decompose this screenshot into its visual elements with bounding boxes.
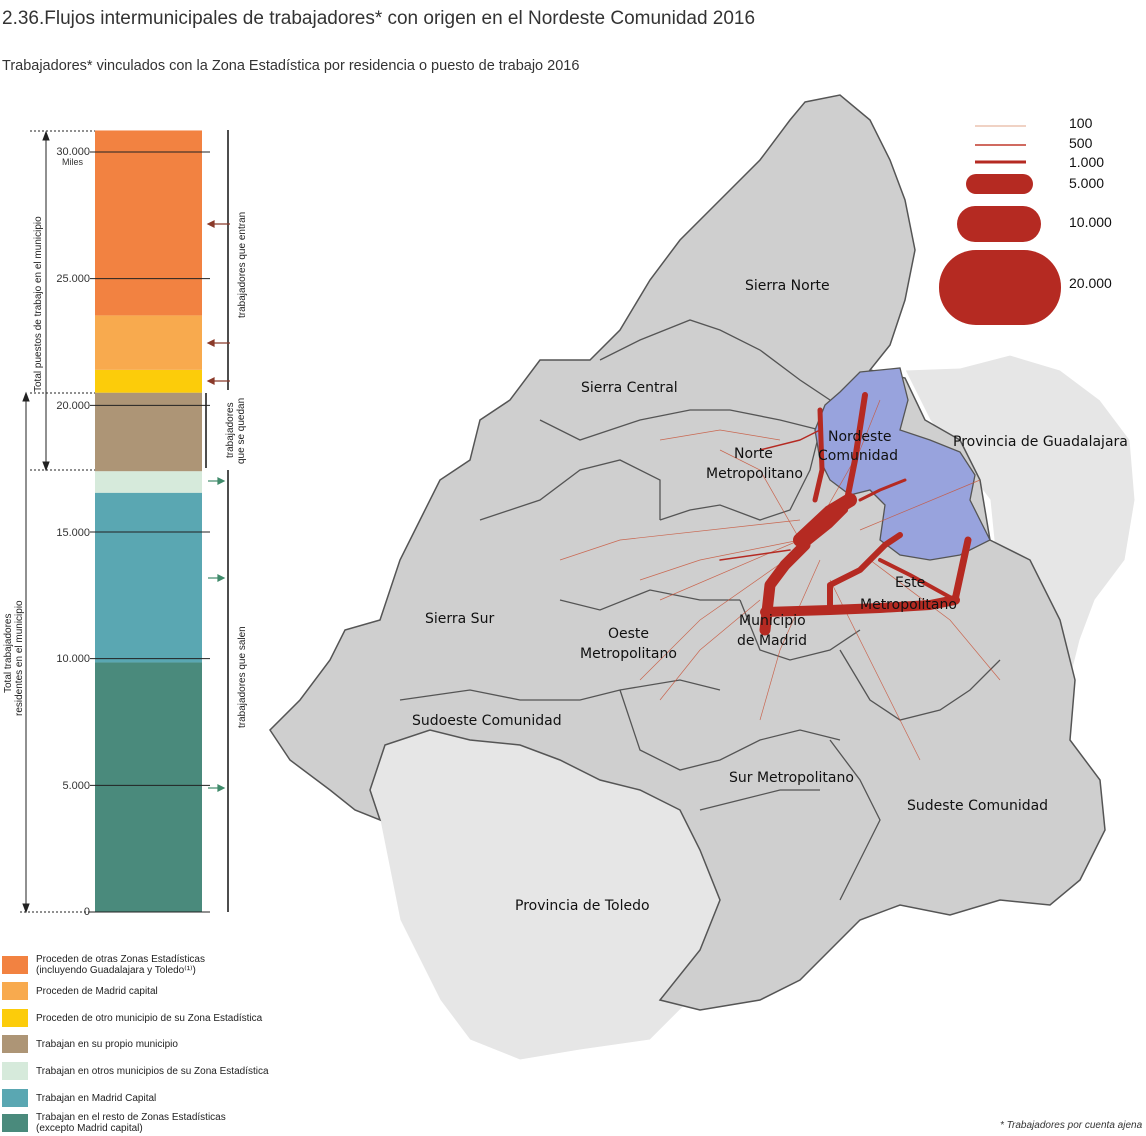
legend-item: Proceden de otras Zonas Estadísticas (inc…: [2, 954, 205, 976]
tick-label: 30.000: [56, 146, 90, 158]
region-label-guadalajara: Provincia de Guadalajara: [953, 434, 1128, 450]
legend-item: Proceden de otro municipio de su Zona Es…: [2, 1008, 262, 1028]
legend-item: Trabajan en el resto de Zonas Estadístic…: [2, 1112, 226, 1134]
legend-label: Trabajan en su propio municipio: [36, 1038, 178, 1050]
bar-segments: [95, 130, 202, 912]
region-label-sudoeste: Sudoeste Comunidad: [412, 713, 562, 729]
flow-legend-label: 100: [1069, 115, 1093, 131]
dimension-arrows: [20, 130, 229, 914]
region-label-sur: Sur Metropolitano: [729, 770, 854, 786]
community-area: [269, 94, 1106, 1011]
region-label-este-2: Metropolitano: [860, 597, 957, 613]
zone-boundaries: [399, 319, 1001, 901]
tick-label: 20.000: [56, 400, 90, 412]
region-label-este: Este: [895, 575, 925, 591]
region-label-toledo: Provincia de Toledo: [515, 898, 650, 914]
chart-title: 2.36.Flujos intermunicipales de trabajad…: [2, 8, 756, 29]
region-label-sudeste: Sudeste Comunidad: [907, 798, 1048, 814]
chart-subtitle: Trabajadores* vinculados con la Zona Est…: [2, 58, 580, 74]
footnote: * Trabajadores por cuenta ajena: [1000, 1120, 1143, 1131]
region-label-sierra-central: Sierra Central: [581, 380, 678, 396]
workers-out-label: trabajadores que salen: [237, 626, 248, 728]
legend-swatch: [2, 1009, 28, 1027]
region-label-madrid-2: de Madrid: [737, 633, 807, 649]
flow-legend-label: 1.000: [1069, 154, 1105, 170]
in-out-arrows: [206, 220, 230, 792]
legend-swatch: [2, 982, 28, 1000]
legend-swatch: [2, 1035, 28, 1053]
legend-label: (excepto Madrid capital): [36, 1123, 143, 1134]
unit-label: Miles: [61, 157, 83, 167]
bar-segment: [95, 315, 202, 370]
legend-swatch: [2, 1089, 28, 1107]
region-label-madrid: Municipio: [739, 613, 806, 629]
legend-label: Proceden de otro municipio de su Zona Es…: [36, 1012, 263, 1024]
bar-segment: [95, 662, 202, 912]
flow-legend-label: 500: [1069, 135, 1093, 151]
bar-segment: [95, 471, 202, 493]
region-label-oeste: Oeste: [608, 626, 649, 642]
workers-stay-label: trabajadores: [225, 402, 236, 458]
region-label-norte: Norte: [734, 446, 773, 462]
bar-ticks: [90, 151, 210, 913]
tick-label: 0: [83, 906, 90, 918]
bar-segment: [95, 492, 202, 663]
legend-swatch: [2, 1062, 28, 1080]
tick-label: 25.000: [56, 273, 90, 285]
legend-label: Trabajan en Madrid Capital: [36, 1092, 157, 1104]
tick-label: 10.000: [56, 653, 90, 665]
tick-label: 15.000: [56, 527, 90, 539]
workers-in-label: trabajadores que entran: [237, 211, 248, 318]
legend-item: Trabajan en su propio municipio: [2, 1034, 178, 1054]
legend-item: Proceden de Madrid capital: [2, 981, 158, 1001]
legend-label: Proceden de otras Zonas Estadísticas: [36, 954, 205, 965]
region-label-sierra-sur: Sierra Sur: [425, 611, 494, 627]
legend-item: Trabajan en otros municipios de su Zona …: [2, 1061, 269, 1081]
legend-label: Trabajan en otros municipios de su Zona …: [36, 1065, 269, 1077]
region-label-nordeste: Nordeste: [828, 429, 891, 445]
region-label-nordeste-2: Comunidad: [818, 448, 898, 464]
region-map: Sierra Norte Sierra Central Nordeste Com…: [269, 94, 1136, 1061]
tick-label: 5.000: [62, 780, 90, 792]
region-label-norte-2: Metropolitano: [706, 466, 803, 482]
flow-legend-label: 10.000: [1069, 214, 1112, 230]
bar-segment: [95, 369, 202, 393]
major-flows: [719, 392, 972, 636]
legend-label: (incluyendo Guadalajara y Toledo⁽¹⁾): [36, 965, 196, 976]
region-label-oeste-2: Metropolitano: [580, 646, 677, 662]
flow-legend-label: 5.000: [1069, 175, 1105, 191]
bar-segment: [95, 392, 202, 472]
legend-item: Trabajan en Madrid Capital: [2, 1088, 156, 1108]
total-residents-label: Total trabajadores: [3, 613, 14, 694]
region-label-sierra-norte: Sierra Norte: [745, 278, 830, 294]
legend-swatch: [2, 1114, 28, 1132]
total-jobs-label: Total puestos de trabajo en el municipio: [33, 216, 44, 392]
total-residents-label-2: residentes en el municipio: [14, 600, 25, 716]
workers-stay-label-2: que se quedan: [236, 397, 247, 464]
bar-svg: [20, 130, 230, 914]
legend-label: Proceden de Madrid capital: [36, 985, 158, 997]
legend-swatch: [2, 956, 28, 974]
flow-legend-label: 20.000: [1069, 275, 1112, 291]
bar-segment: [95, 130, 202, 316]
flow-legend-symbols: [939, 125, 1061, 325]
legend-label: Trabajan en el resto de Zonas Estadístic…: [36, 1112, 226, 1123]
